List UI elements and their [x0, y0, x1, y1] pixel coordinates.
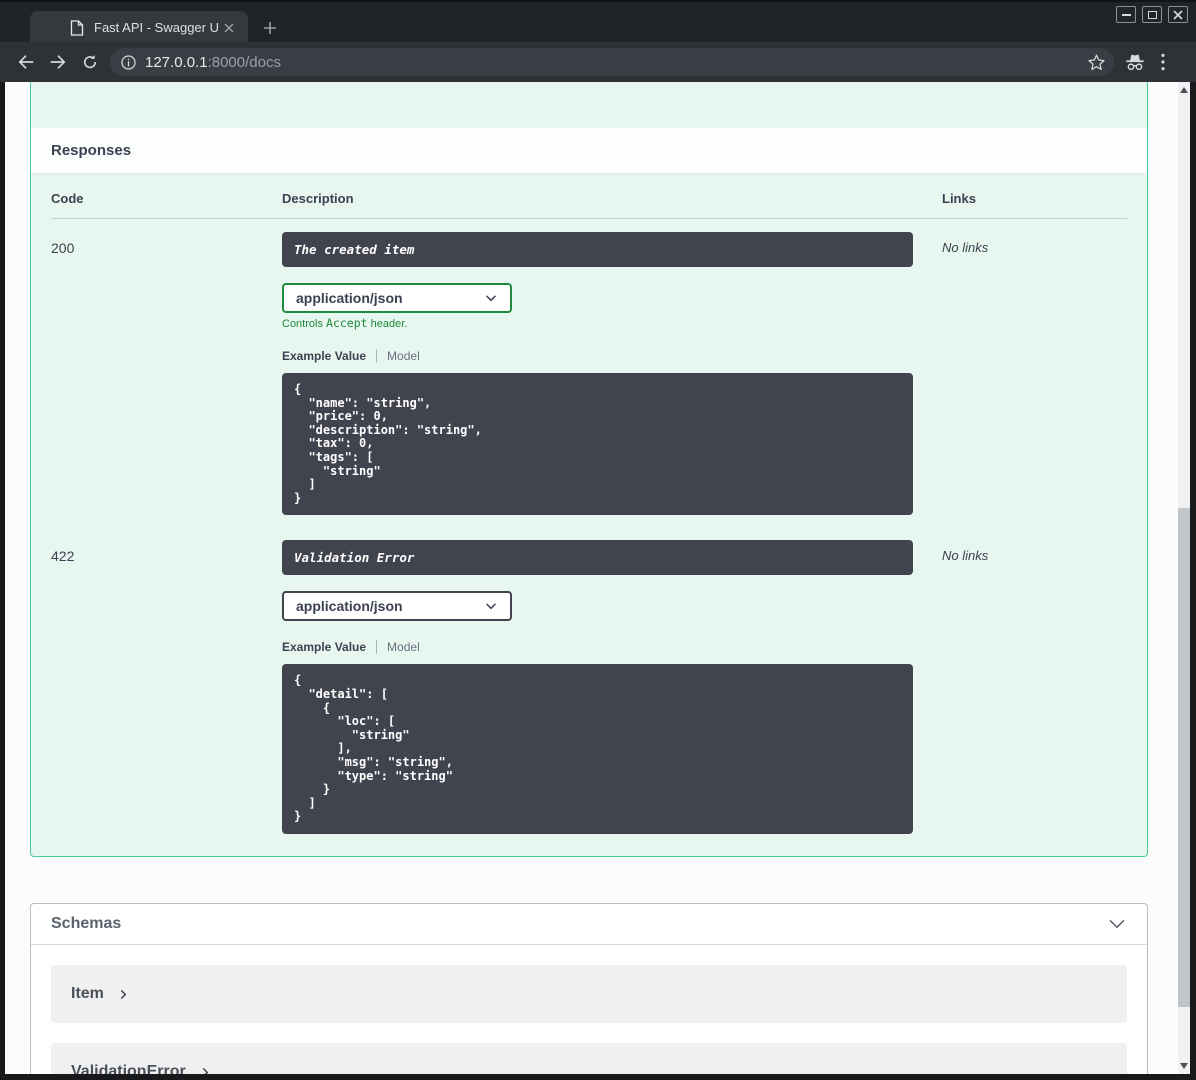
swagger-ui: Responses Code Description Links 200 The…	[5, 82, 1178, 1074]
model-label: Item	[71, 985, 104, 1002]
opblock-post-open: Responses Code Description Links 200 The…	[30, 82, 1148, 857]
media-type-value: application/json	[296, 290, 403, 306]
page-scrollbar[interactable]	[1178, 82, 1190, 1074]
chevron-right-icon	[118, 988, 129, 1001]
hint-mono: Accept	[326, 316, 368, 330]
incognito-icon	[1124, 52, 1146, 72]
response-row-200: 200 The created item application/json	[51, 219, 1127, 527]
tab-title: Fast API - Swagger UI	[94, 20, 220, 35]
models-list: Item ValidationError	[31, 945, 1147, 1074]
url-text: 127.0.0.1:8000/docs	[145, 54, 281, 71]
response-links: No links	[942, 548, 989, 564]
scroll-down-arrow-icon[interactable]	[1180, 1063, 1188, 1069]
model-validationerror[interactable]: ValidationError	[51, 1043, 1127, 1074]
tab-model[interactable]: Model	[387, 349, 420, 363]
page-favicon-icon	[70, 19, 84, 36]
col-header-description: Description	[282, 191, 354, 206]
example-model-tabs: Example Value Model	[282, 640, 942, 655]
schemas-section: Schemas Item Validation	[30, 903, 1148, 1074]
response-description-cell: The created item application/json Contro…	[282, 232, 942, 527]
scroll-up-arrow-icon[interactable]	[1180, 87, 1188, 93]
example-json-block: { "name": "string", "price": 0, "descrip…	[282, 373, 913, 516]
reload-button[interactable]	[74, 46, 106, 78]
toolbar-right-icons	[1124, 52, 1166, 72]
schemas-header[interactable]: Schemas	[31, 904, 1147, 945]
url-host: 127.0.0.1	[145, 53, 208, 71]
chevron-down-icon[interactable]	[1107, 914, 1127, 934]
browser-tab[interactable]: Fast API - Swagger UI	[30, 11, 248, 44]
schemas-title: Schemas	[51, 915, 122, 932]
media-type-value: application/json	[296, 598, 403, 615]
browser-menu-icon[interactable]	[1160, 52, 1166, 72]
tab-separator	[376, 349, 378, 363]
response-links: No links	[942, 240, 989, 255]
window-minimize-button[interactable]	[1116, 6, 1136, 23]
response-description-cell: Validation Error application/json E	[282, 540, 942, 834]
opblock-spacer	[31, 82, 1147, 128]
response-code: 200	[51, 240, 75, 256]
responses-title: Responses	[51, 142, 132, 159]
response-description-box: Validation Error	[282, 540, 913, 576]
chevron-down-icon	[484, 291, 498, 305]
accept-header-hint: Controls Accept header.	[282, 316, 942, 330]
hint-post: header.	[367, 318, 408, 330]
bookmark-star-icon[interactable]	[1087, 53, 1106, 72]
window-close-button[interactable]	[1168, 6, 1188, 23]
url-path: :8000/docs	[207, 53, 281, 71]
site-info-icon[interactable]	[120, 54, 137, 71]
response-description-box: The created item	[282, 232, 913, 267]
responses-table-head: Code Description Links	[51, 191, 1127, 219]
new-tab-button[interactable]	[258, 16, 282, 40]
media-type-select[interactable]: application/json	[282, 283, 512, 313]
tab-example-value[interactable]: Example Value	[282, 349, 367, 363]
url-bar[interactable]: 127.0.0.1:8000/docs	[110, 48, 1114, 76]
tab-separator	[376, 640, 378, 655]
tab-strip: Fast API - Swagger UI	[0, 0, 1196, 44]
tab-example-value[interactable]: Example Value	[282, 640, 367, 655]
back-button[interactable]	[10, 46, 42, 78]
page-content: Responses Code Description Links 200 The…	[5, 82, 1190, 1074]
tab-close-icon[interactable]	[220, 19, 238, 37]
maximize-icon	[1147, 10, 1157, 19]
col-header-links: Links	[942, 191, 976, 206]
media-type-select[interactable]: application/json	[282, 591, 512, 622]
tab-model[interactable]: Model	[387, 640, 420, 655]
responses-section-header: Responses	[31, 128, 1147, 173]
browser-toolbar: 127.0.0.1:8000/docs	[0, 42, 1196, 82]
minimize-icon	[1121, 13, 1131, 16]
chevron-down-icon	[484, 599, 498, 613]
response-row-422: 422 Validation Error application/json	[51, 527, 1127, 834]
example-model-tabs: Example Value Model	[282, 349, 942, 363]
response-code: 422	[51, 548, 75, 565]
chevron-right-icon	[200, 1066, 211, 1074]
window-maximize-button[interactable]	[1142, 6, 1162, 23]
example-json-block: { "detail": [ { "loc": [ "string" ], "ms…	[282, 664, 913, 834]
model-label: ValidationError	[71, 1063, 186, 1074]
responses-table: Code Description Links 200 The created i…	[31, 173, 1147, 834]
scrollbar-thumb[interactable]	[1178, 508, 1190, 1007]
hint-pre: Controls	[282, 318, 327, 330]
col-header-code: Code	[51, 191, 84, 206]
close-icon	[1173, 9, 1183, 20]
model-item[interactable]: Item	[51, 965, 1127, 1023]
forward-button[interactable]	[42, 46, 74, 78]
window-controls	[1116, 6, 1188, 23]
